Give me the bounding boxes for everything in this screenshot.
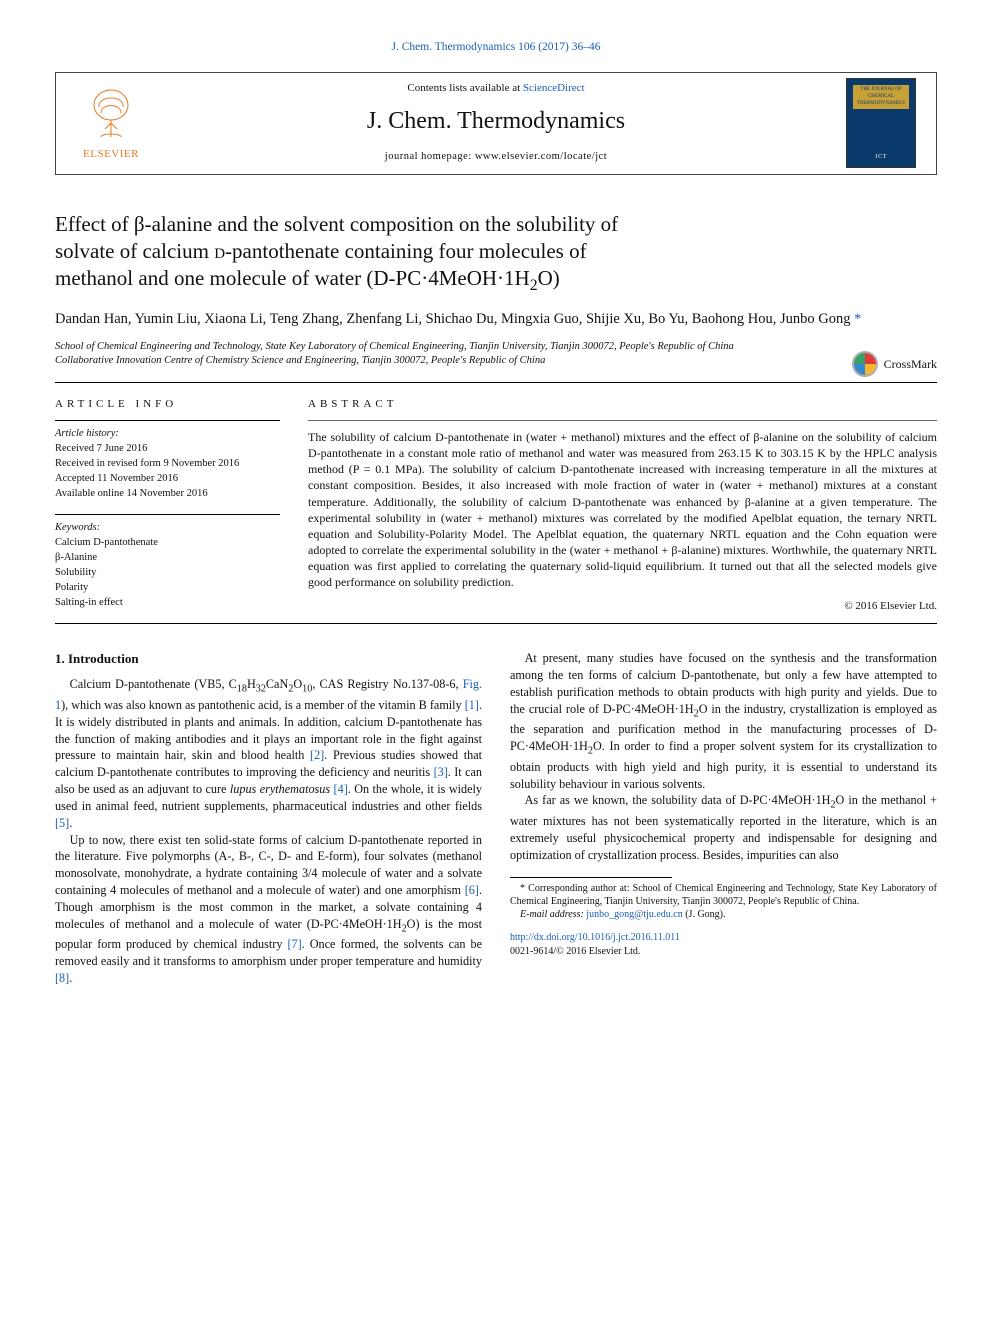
abstract-body: The solubility of calcium D-pantothenate… bbox=[308, 429, 937, 591]
email-footnote: E-mail address: junbo_gong@tju.edu.cn (J… bbox=[510, 908, 937, 921]
corresponding-footnote: * Corresponding author at: School of Che… bbox=[510, 882, 937, 908]
journal-cover-thumbnail[interactable]: THE JOURNAL OF CHEMICAL THERMODYNAMICS J… bbox=[846, 78, 916, 168]
keyword-1: Calcium D-pantothenate bbox=[55, 536, 280, 550]
keywords-heading: Keywords: bbox=[55, 521, 280, 535]
ref-4-link[interactable]: [4] bbox=[334, 782, 348, 796]
p2-a: Up to now, there exist ten solid-state f… bbox=[55, 833, 482, 897]
p1-e: , CAS Registry No.137-08-6, bbox=[312, 677, 462, 691]
masthead: ELSEVIER Contents lists available at Sci… bbox=[55, 72, 937, 175]
p1-f: ), which was also known as pantothenic a… bbox=[61, 698, 465, 712]
intro-p1: Calcium D-pantothenate (VB5, C18H32CaN2O… bbox=[55, 676, 482, 831]
email-label: E-mail address: bbox=[520, 909, 586, 920]
p1-b: H bbox=[247, 677, 256, 691]
title-line-3b: O) bbox=[538, 266, 560, 290]
history-received: Received 7 June 2016 bbox=[55, 442, 280, 456]
journal-name: J. Chem. Thermodynamics bbox=[367, 105, 625, 137]
info-rule-2 bbox=[55, 514, 280, 515]
title-line-1: Effect of β-alanine and the solvent comp… bbox=[55, 212, 618, 236]
journal-cover-area: THE JOURNAL OF CHEMICAL THERMODYNAMICS J… bbox=[826, 73, 936, 174]
sciencedirect-link[interactable]: ScienceDirect bbox=[523, 82, 585, 94]
email-link[interactable]: junbo_gong@tju.edu.cn bbox=[586, 909, 682, 920]
ref-2-link[interactable]: [2] bbox=[310, 748, 324, 762]
corresponding-marker[interactable]: * bbox=[854, 311, 861, 327]
title-area: CrossMark Effect of β-alanine and the so… bbox=[55, 211, 937, 296]
crossmark-label: CrossMark bbox=[884, 356, 937, 372]
ref-5-link[interactable]: [5] bbox=[55, 816, 69, 830]
p1-sub4: 10 bbox=[302, 684, 312, 695]
authors-names: Dandan Han, Yumin Liu, Xiaona Li, Teng Z… bbox=[55, 311, 850, 327]
abstract-rule bbox=[308, 420, 937, 421]
abstract-column: abstract The solubility of calcium D-pan… bbox=[308, 397, 937, 614]
contents-pre: Contents lists available at bbox=[407, 82, 522, 94]
intro-p4: As far as we known, the solubility data … bbox=[510, 792, 937, 863]
history-heading: Article history: bbox=[55, 427, 280, 441]
p1-sub2: 32 bbox=[256, 684, 266, 695]
abstract-heading: abstract bbox=[308, 397, 937, 412]
body-text: 1. Introduction Calcium D-pantothenate (… bbox=[55, 650, 937, 986]
intro-p3: At present, many studies have focused on… bbox=[510, 650, 937, 792]
footnotes: * Corresponding author at: School of Che… bbox=[510, 882, 937, 921]
p1-a: Calcium D-pantothenate (VB5, C bbox=[70, 677, 237, 691]
keyword-2: β-Alanine bbox=[55, 551, 280, 565]
doi-link[interactable]: http://dx.doi.org/10.1016/j.jct.2016.11.… bbox=[510, 932, 680, 943]
affiliation-1: School of Chemical Engineering and Techn… bbox=[55, 340, 937, 354]
info-rule-1 bbox=[55, 420, 280, 421]
doi-block: http://dx.doi.org/10.1016/j.jct.2016.11.… bbox=[510, 931, 937, 959]
footnote-separator bbox=[510, 877, 672, 878]
cover-foot: JCT bbox=[875, 153, 887, 161]
article-title: Effect of β-alanine and the solvent comp… bbox=[55, 211, 814, 296]
keyword-4: Polarity bbox=[55, 581, 280, 595]
info-abstract-section: article info Article history: Received 7… bbox=[55, 382, 937, 625]
publisher-name: ELSEVIER bbox=[83, 147, 139, 162]
homepage-url[interactable]: www.elsevier.com/locate/jct bbox=[475, 151, 607, 162]
running-header-text[interactable]: J. Chem. Thermodynamics 106 (2017) 36–46 bbox=[392, 41, 601, 53]
p1-l: . bbox=[69, 816, 72, 830]
masthead-center: Contents lists available at ScienceDirec… bbox=[166, 73, 826, 174]
title-line-2a: solvate of calcium bbox=[55, 239, 214, 263]
p1-d: O bbox=[293, 677, 302, 691]
ref-7-link[interactable]: [7] bbox=[287, 937, 301, 951]
p1-lupus: lupus erythematosus bbox=[230, 782, 330, 796]
affiliation-2: Collaborative Innovation Centre of Chemi… bbox=[55, 354, 937, 368]
homepage-pre: journal homepage: bbox=[385, 151, 475, 162]
issn-copyright: 0021-9614/© 2016 Elsevier Ltd. bbox=[510, 945, 937, 959]
keyword-3: Solubility bbox=[55, 566, 280, 580]
ref-1-link[interactable]: [1] bbox=[465, 698, 479, 712]
keyword-5: Salting-in effect bbox=[55, 596, 280, 610]
p1-sub1: 18 bbox=[237, 684, 247, 695]
ref-8-link[interactable]: [8] bbox=[55, 971, 69, 985]
elsevier-logo[interactable]: ELSEVIER bbox=[81, 85, 141, 162]
p1-c: CaN bbox=[266, 677, 288, 691]
article-info-column: article info Article history: Received 7… bbox=[55, 397, 280, 614]
crossmark-badge[interactable]: CrossMark bbox=[852, 351, 937, 377]
email-person: (J. Gong). bbox=[683, 909, 726, 920]
history-revised: Received in revised form 9 November 2016 bbox=[55, 457, 280, 471]
ref-6-link[interactable]: [6] bbox=[465, 883, 479, 897]
title-line-2b: -pantothenate containing four molecules … bbox=[225, 239, 587, 263]
contents-line: Contents lists available at ScienceDirec… bbox=[407, 81, 584, 96]
title-line-3a: methanol and one molecule of water (D-PC… bbox=[55, 266, 530, 290]
crossmark-icon bbox=[852, 351, 878, 377]
running-header: J. Chem. Thermodynamics 106 (2017) 36–46 bbox=[55, 40, 937, 56]
p2-e: . bbox=[69, 971, 72, 985]
ref-3-link[interactable]: [3] bbox=[434, 765, 448, 779]
title-sub-2: 2 bbox=[530, 277, 538, 294]
history-accepted: Accepted 11 November 2016 bbox=[55, 472, 280, 486]
title-smallcap-d: d bbox=[214, 239, 225, 263]
intro-p2: Up to now, there exist ten solid-state f… bbox=[55, 832, 482, 987]
publisher-logo-area: ELSEVIER bbox=[56, 73, 166, 174]
affiliations: School of Chemical Engineering and Techn… bbox=[55, 340, 937, 368]
authors-list: Dandan Han, Yumin Liu, Xiaona Li, Teng Z… bbox=[55, 310, 937, 330]
journal-homepage: journal homepage: www.elsevier.com/locat… bbox=[385, 150, 607, 164]
section-1-heading: 1. Introduction bbox=[55, 650, 482, 668]
keywords-block: Keywords: Calcium D-pantothenate β-Alani… bbox=[55, 521, 280, 611]
article-info-heading: article info bbox=[55, 397, 280, 412]
p4-a: As far as we known, the solubility data … bbox=[525, 793, 831, 807]
cover-title: THE JOURNAL OF CHEMICAL THERMODYNAMICS bbox=[853, 85, 909, 109]
abstract-copyright: © 2016 Elsevier Ltd. bbox=[308, 599, 937, 614]
history-online: Available online 14 November 2016 bbox=[55, 487, 280, 501]
elsevier-tree-icon bbox=[81, 85, 141, 145]
